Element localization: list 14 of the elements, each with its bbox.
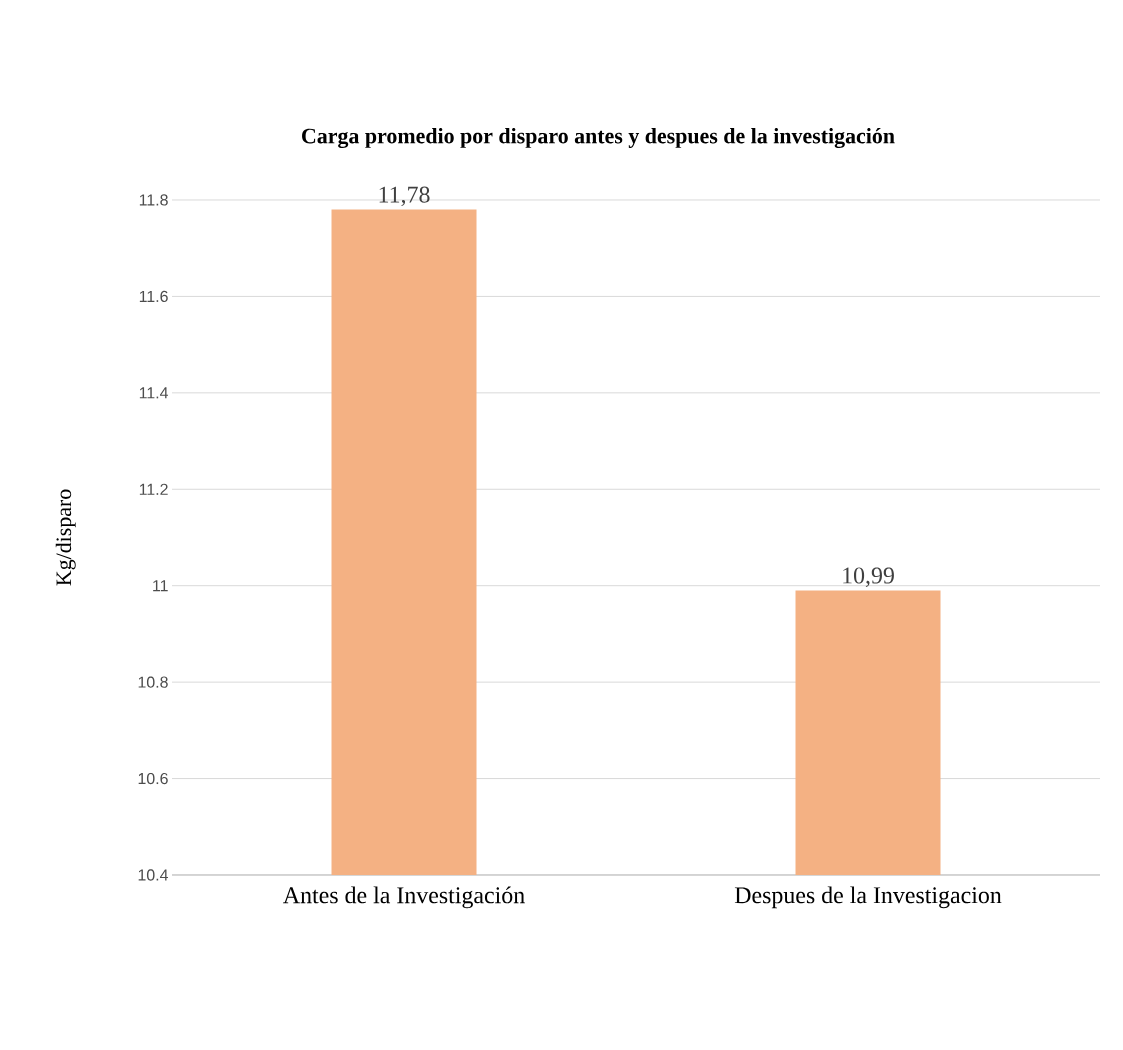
y-tick-label: 10.4 [138,869,169,881]
y-tick-label: 11.8 [139,194,168,206]
y-tick-label: 11.6 [139,290,168,303]
y-tick-label: 10.6 [138,772,168,785]
y-tick-label: 11.4 [139,387,169,399]
y-tick-label: 10.8 [138,676,168,688]
data-label: 10,99 [843,567,894,587]
y-tick-label: 11.2 [139,483,168,495]
y-tick-label: 11 [153,580,168,592]
x-tick-label: Antes de la Investigación [283,886,525,909]
y-axis-title: Kg/disparo [55,489,76,586]
data-label: 11,78 [379,186,430,207]
chart-title: Carga promedio por disparo antes y despues de la investigación [302,127,895,149]
x-tick-label: Despues de la Investigacion [734,886,1002,909]
